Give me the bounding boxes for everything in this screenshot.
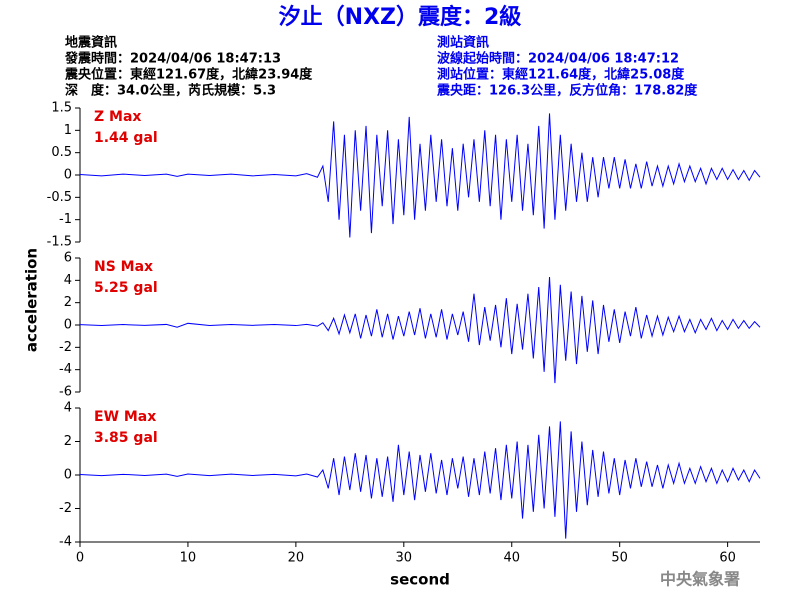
- info-line: 測站資訊: [437, 35, 489, 51]
- waveform: [79, 421, 761, 539]
- y-tick-label: -4: [59, 362, 72, 377]
- quake-info: 地震資訊 發震時間：2024/04/06 18:47:13 震央位置：東經121…: [64, 35, 313, 99]
- credit: 中央氣象署: [660, 570, 740, 589]
- y-tick-label: -6: [59, 385, 72, 400]
- y-tick-label: -2: [59, 340, 72, 355]
- x-tick-label: 50: [611, 551, 628, 566]
- chart-title: 汐止（NXZ）震度：2級: [279, 4, 522, 30]
- y-tick-label: 0: [64, 468, 72, 483]
- x-tick-label: 60: [719, 551, 736, 566]
- y-tick-label: 2: [64, 434, 72, 449]
- y-tick-label: 0.5: [51, 145, 72, 160]
- component-label: NS Max: [94, 259, 153, 275]
- info-line: 發震時間：2024/04/06 18:47:13: [64, 51, 281, 67]
- info-line: 深 度：34.0公里，芮氏規模：5.3: [65, 83, 276, 99]
- station-info: 測站資訊 波線起始時間：2024/04/06 18:47:12 測站位置：東經1…: [436, 35, 698, 99]
- y-tick-label: 1.5: [51, 101, 72, 116]
- y-tick-label: 0: [64, 168, 72, 183]
- y-tick-label: -2: [59, 501, 72, 516]
- waveform: [79, 276, 761, 384]
- waveform: [79, 113, 761, 238]
- y-tick-label: 2: [64, 295, 72, 310]
- y-axis-label: acceleration: [23, 248, 41, 352]
- info-line: 波線起始時間：2024/04/06 18:47:12: [437, 51, 679, 67]
- x-axis-label: second: [390, 571, 450, 589]
- info-line: 測站位置：東經121.64度，北緯25.08度: [437, 67, 685, 83]
- max-label: 3.85 gal: [94, 430, 158, 446]
- x-tick-label: 10: [180, 551, 197, 566]
- y-tick-label: -1: [59, 212, 72, 227]
- component-label: Z Max: [94, 109, 141, 125]
- x-tick-label: 20: [288, 551, 305, 566]
- info-line: 震央距：126.3公里，反方位角：178.82度: [436, 83, 698, 99]
- x-tick-label: 40: [503, 551, 520, 566]
- y-tick-label: -1.5: [47, 235, 72, 250]
- y-tick-label: 0: [64, 318, 72, 333]
- y-tick-label: -4: [59, 535, 72, 550]
- info-line: 地震資訊: [65, 35, 117, 51]
- y-tick-label: 1: [64, 123, 72, 138]
- y-tick-label: 4: [64, 401, 72, 416]
- info-line: 震央位置：東經121.67度，北緯23.94度: [64, 67, 313, 83]
- y-tick-label: 6: [64, 251, 72, 266]
- max-label: 1.44 gal: [94, 130, 158, 146]
- y-tick-label: 4: [64, 273, 72, 288]
- x-tick-label: 0: [76, 551, 84, 566]
- max-label: 5.25 gal: [94, 280, 158, 296]
- y-tick-label: -0.5: [47, 190, 72, 205]
- component-label: EW Max: [94, 409, 156, 425]
- x-tick-label: 30: [396, 551, 413, 566]
